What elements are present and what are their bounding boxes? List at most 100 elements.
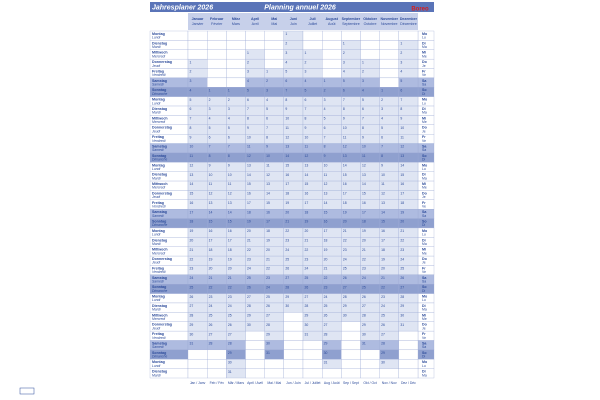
day-number: 6	[343, 88, 345, 92]
day-number: 28	[228, 342, 232, 346]
weekday-abbr-fr: Ve	[422, 139, 426, 143]
weekday-fr: Lundi	[152, 233, 161, 237]
weekday-de: Sonntag	[152, 88, 166, 92]
day-number: 16	[266, 210, 270, 214]
weekday-fr: Samedi	[152, 345, 164, 349]
day-cell	[322, 368, 342, 379]
day-cell	[341, 340, 361, 351]
day-number: 9	[247, 126, 249, 130]
day-number: 14	[209, 210, 213, 214]
weekday-de: Mittwoch	[152, 51, 168, 55]
month-footer: Okt / Oct	[363, 381, 376, 385]
weekday-de: Freitag	[152, 332, 164, 336]
day-number: 19	[343, 210, 347, 214]
day-cell	[398, 368, 419, 379]
day-number: 13	[228, 201, 232, 205]
day-cell	[398, 30, 419, 41]
day-number: 12	[285, 135, 289, 139]
weekday-abbr-fr: Sa	[422, 345, 426, 349]
weekday-abbr-fr: Me	[422, 120, 427, 124]
day-number: 27	[381, 332, 385, 336]
day-number: 3	[228, 107, 230, 111]
day-number: 15	[247, 182, 251, 186]
day-number: 18	[285, 192, 289, 196]
weekday-de: Freitag	[152, 266, 164, 270]
weekday-abbr-de: Di	[422, 370, 426, 374]
day-number: 20	[247, 229, 251, 233]
day-cell	[302, 359, 323, 369]
day-number: 26	[209, 323, 213, 327]
day-number: 11	[381, 182, 385, 186]
month-name-de: Mai	[271, 17, 277, 21]
day-number: 14	[228, 210, 232, 214]
day-cell	[264, 58, 284, 69]
day-number: 1	[285, 32, 287, 36]
day-number: 22	[362, 257, 366, 261]
day-number: 25	[343, 267, 347, 271]
day-number: 16	[324, 220, 328, 224]
day-number: 17	[343, 192, 347, 196]
day-number: 23	[190, 267, 194, 271]
day-number: 26	[400, 276, 404, 280]
weekday-abbr-fr: Ma	[422, 45, 427, 49]
month-name-fr: Mars	[232, 22, 240, 26]
day-number: 15	[305, 182, 309, 186]
day-number: 21	[247, 238, 251, 242]
day-number: 18	[228, 248, 232, 252]
day-cell	[360, 30, 380, 41]
barcode	[19, 387, 35, 395]
day-cell	[264, 49, 284, 60]
day-number: 3	[324, 98, 326, 102]
day-number: 10	[266, 154, 270, 158]
day-cell	[360, 349, 380, 360]
day-number: 4	[343, 70, 345, 74]
weekday-fr: Mardi	[152, 242, 161, 246]
weekday-abbr-de: Fr	[422, 135, 426, 139]
day-number: 31	[324, 360, 328, 364]
day-number: 19	[305, 220, 309, 224]
weekday-de: Samstag	[152, 144, 167, 148]
day-number: 31	[305, 332, 309, 336]
weekday-abbr-de: Mo	[422, 32, 428, 36]
weekday-abbr-fr: Sa	[422, 148, 426, 152]
day-number: 7	[209, 145, 211, 149]
day-number: 4	[362, 88, 364, 92]
day-number: 12	[362, 163, 366, 167]
weekday-fr: Jeudi	[151, 195, 160, 199]
day-cell	[322, 30, 342, 41]
month-name-de: November	[380, 17, 398, 21]
weekday-abbr-fr: Je	[422, 195, 426, 199]
month-footer: April / Avril	[247, 381, 263, 385]
day-number: 15	[343, 173, 347, 177]
weekday-de: Dienstag	[152, 173, 167, 177]
day-number: 28	[362, 314, 366, 318]
day-number: 15	[400, 173, 404, 177]
weekday-fr: Lundi	[152, 101, 161, 105]
day-number: 23	[324, 285, 328, 289]
day-number: 18	[324, 238, 328, 242]
day-number: 6	[305, 98, 307, 102]
day-cell	[302, 368, 323, 379]
day-cell	[207, 349, 227, 360]
weekday-de: Freitag	[152, 69, 164, 73]
weekday-fr: Vendredi	[152, 204, 166, 208]
day-number: 21	[400, 229, 404, 233]
day-number: 2	[190, 70, 192, 74]
weekday-abbr-de: Mo	[422, 98, 428, 102]
day-number: 10	[324, 163, 328, 167]
day-number: 20	[362, 238, 366, 242]
day-number: 25	[324, 304, 328, 308]
day-number: 3	[343, 60, 345, 64]
day-cell	[187, 349, 208, 360]
weekday-abbr-de: Mo	[422, 229, 428, 233]
weekday-fr: Lundi	[152, 364, 161, 368]
day-number: 8	[190, 126, 192, 130]
day-cell	[398, 349, 419, 360]
day-number: 9	[209, 163, 211, 167]
weekday-de: Donnerstag	[152, 191, 172, 195]
day-number: 17	[247, 201, 251, 205]
day-number: 30	[190, 332, 194, 336]
weekday-fr: Jeudi	[151, 129, 160, 133]
weekday-abbr-fr: Sa	[422, 214, 426, 218]
day-number: 24	[305, 267, 309, 271]
